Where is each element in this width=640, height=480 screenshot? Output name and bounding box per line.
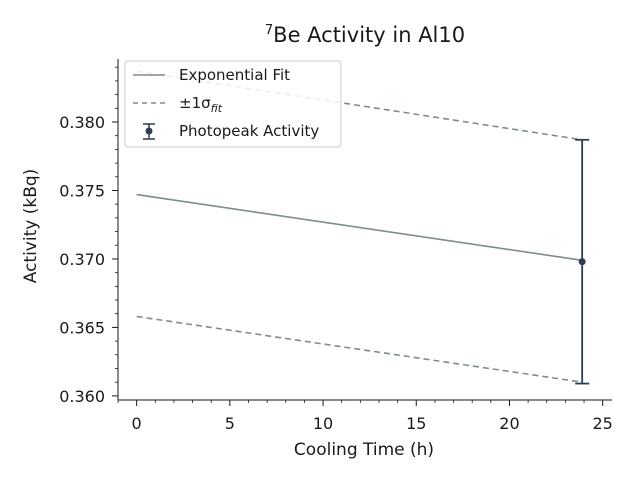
axes: 0 5 10 15 20 25 0.360 0.365 0.370 0.375 0.380	[59, 59, 613, 433]
legend-band-label-subscript: fit	[211, 102, 223, 115]
y-axis-label: Activity (kBq)	[21, 169, 41, 284]
x-axis-label: Cooling Time (h)	[294, 440, 434, 460]
legend-errorbar-label: Photopeak Activity	[179, 122, 319, 140]
x-tick-label: 10	[313, 414, 333, 433]
legend-band-label: ±1σfit	[179, 94, 223, 115]
legend[interactable]: Exponential Fit ±1σfit Photopeak Activit…	[124, 60, 342, 148]
legend-errorbar-marker	[145, 127, 153, 135]
chart-title-superscript: 7	[265, 23, 273, 38]
x-tick-label: 0	[132, 414, 142, 433]
chart-title: 7Be Activity in Al10	[265, 23, 465, 47]
y-tick-label: 0.365	[59, 318, 105, 337]
fit-line	[136, 193, 583, 262]
band-lower-line	[136, 315, 583, 383]
x-tick-label: 25	[592, 414, 612, 433]
y-tick-label: 0.370	[59, 250, 105, 269]
chart-title-main: Be Activity in Al10	[273, 23, 465, 47]
x-tick-label: 20	[499, 414, 519, 433]
y-tick-label: 0.375	[59, 181, 105, 200]
y-tick-label: 0.380	[59, 113, 105, 132]
legend-band-label-base: ±1σ	[179, 94, 211, 112]
x-tick-label: 15	[406, 414, 426, 433]
data-point	[578, 258, 586, 266]
x-tick-label: 5	[225, 414, 235, 433]
legend-fit-label: Exponential Fit	[179, 66, 290, 84]
legend-box	[124, 60, 342, 148]
y-tick-label: 0.360	[59, 387, 105, 406]
